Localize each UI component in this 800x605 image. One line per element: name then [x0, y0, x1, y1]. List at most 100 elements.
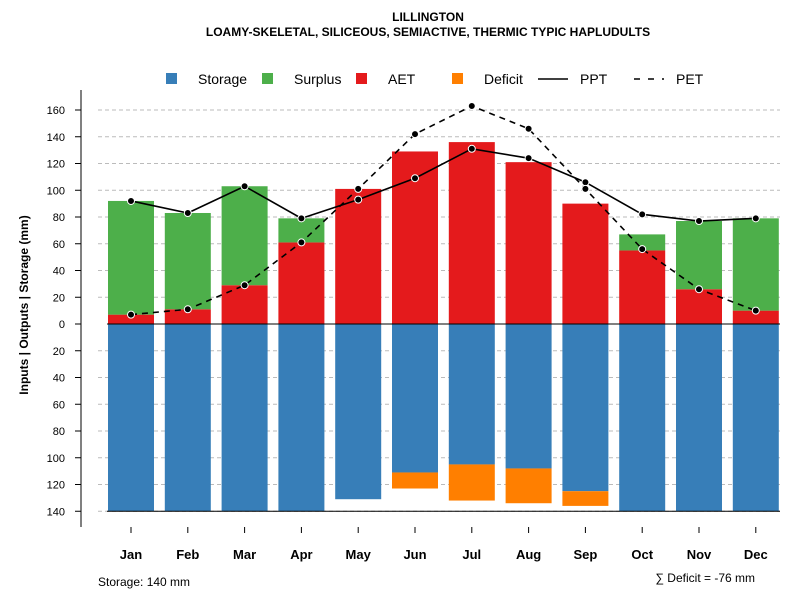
- ppt-point: [183, 208, 192, 217]
- pet-point: [638, 245, 647, 254]
- ppt-point: [240, 182, 249, 191]
- storage-bar: [278, 324, 325, 512]
- storage-bar: [676, 324, 722, 512]
- x-tick-label: Oct: [631, 547, 653, 562]
- storage-bar: [448, 324, 495, 465]
- y-tick-label: 100: [47, 453, 65, 465]
- legend-label-aet: AET: [388, 71, 416, 87]
- pet-point: [297, 238, 306, 247]
- deficit-bar: [505, 468, 552, 504]
- chart-title: LILLINGTON: [392, 10, 464, 24]
- deficit-bar: [562, 491, 609, 506]
- x-tick-label: Jan: [120, 547, 142, 562]
- ppt-point: [581, 178, 590, 187]
- legend: Storage Surplus AET Deficit PPT PET: [166, 71, 704, 87]
- legend-label-storage: Storage: [198, 71, 247, 87]
- storage-bar: [392, 324, 438, 473]
- pet-point: [751, 306, 760, 315]
- ppt-point: [411, 174, 419, 183]
- aet-bar: [732, 310, 779, 324]
- ppt-point: [297, 214, 306, 223]
- y-tick-label: 60: [53, 239, 65, 251]
- surplus-bar: [108, 200, 154, 315]
- aet-bar: [335, 188, 382, 324]
- y-tick-label: 40: [53, 373, 65, 385]
- aet-bar: [676, 289, 722, 324]
- x-tick-label: Sep: [573, 547, 597, 562]
- aet-bar: [505, 162, 552, 324]
- legend-label-surplus: Surplus: [294, 71, 341, 87]
- surplus-bar: [164, 212, 211, 310]
- chart-subtitle: LOAMY-SKELETAL, SILICEOUS, SEMIACTIVE, T…: [206, 25, 650, 39]
- surplus-bar: [619, 234, 666, 251]
- x-tick-label: Nov: [687, 547, 712, 562]
- pet-point: [127, 310, 135, 319]
- aet-bar: [562, 203, 609, 324]
- storage-bar: [164, 324, 211, 512]
- x-tick-label: Mar: [233, 547, 256, 562]
- y-tick-label: 60: [53, 399, 65, 411]
- legend-swatch-storage: [166, 73, 177, 84]
- ppt-point: [638, 210, 647, 219]
- x-tick-label: May: [346, 547, 372, 562]
- x-tick-label: Apr: [290, 547, 312, 562]
- legend-label-pet: PET: [676, 71, 704, 87]
- y-tick-label: 40: [53, 266, 65, 278]
- legend-swatch-surplus: [262, 73, 273, 84]
- surplus-bar: [221, 186, 268, 286]
- storage-bar: [562, 324, 609, 492]
- deficit-bar: [448, 464, 495, 501]
- ppt-point: [524, 154, 533, 163]
- y-tick-label: 160: [47, 105, 65, 117]
- surplus-bar: [732, 218, 779, 311]
- storage-bar: [619, 324, 666, 512]
- storage-bar: [505, 324, 552, 469]
- pet-point: [695, 285, 703, 294]
- pet-point: [354, 184, 363, 193]
- bars: [108, 142, 779, 512]
- aet-bar: [278, 242, 325, 324]
- ppt-point: [354, 195, 363, 204]
- y-tick-label: 80: [53, 212, 65, 224]
- storage-bar: [732, 324, 779, 512]
- storage-bar: [335, 324, 382, 500]
- aet-bar: [448, 142, 495, 324]
- lines: [127, 101, 760, 319]
- x-tick-label: Jul: [462, 547, 481, 562]
- x-tick-label: Dec: [744, 547, 768, 562]
- y-tick-label: 120: [47, 480, 65, 492]
- x-tick-label: Jun: [403, 547, 426, 562]
- pet-point: [524, 124, 533, 133]
- ppt-point: [751, 214, 760, 223]
- storage-annotation: Storage: 140 mm: [98, 575, 190, 589]
- y-tick-label: 20: [53, 292, 65, 304]
- pet-point: [240, 281, 249, 290]
- y-axis-label: Inputs | Outputs | Storage (mm): [17, 215, 31, 394]
- y-tick-label: 20: [53, 346, 65, 358]
- y-tick-label: 140: [47, 506, 65, 518]
- pet-point: [411, 130, 419, 139]
- y-tick-label: 140: [47, 132, 65, 144]
- pet-line: [130, 105, 757, 316]
- ppt-point: [695, 217, 703, 226]
- surplus-bar: [278, 218, 325, 243]
- pet-point: [183, 305, 192, 314]
- legend-label-ppt: PPT: [580, 71, 608, 87]
- axes: 160 140 120 100 80 60 40 20 0 20 40 60 80 100 120 140 Ja…: [47, 90, 780, 562]
- pet-point: [581, 184, 590, 193]
- y-tick-label: 0: [59, 319, 65, 331]
- legend-swatch-aet: [356, 73, 367, 84]
- ppt-point: [467, 144, 476, 153]
- legend-swatch-deficit: [452, 73, 463, 84]
- storage-bar: [221, 324, 268, 512]
- x-tick-label: Feb: [176, 547, 199, 562]
- aet-bar: [108, 314, 154, 324]
- legend-label-deficit: Deficit: [484, 71, 523, 87]
- deficit-annotation: ∑ Deficit = -76 mm: [655, 571, 755, 585]
- y-tick-label: 120: [47, 159, 65, 171]
- aet-bar: [619, 250, 666, 324]
- surplus-bar: [676, 221, 722, 290]
- ppt-line: [130, 147, 756, 222]
- y-tick-label: 80: [53, 426, 65, 438]
